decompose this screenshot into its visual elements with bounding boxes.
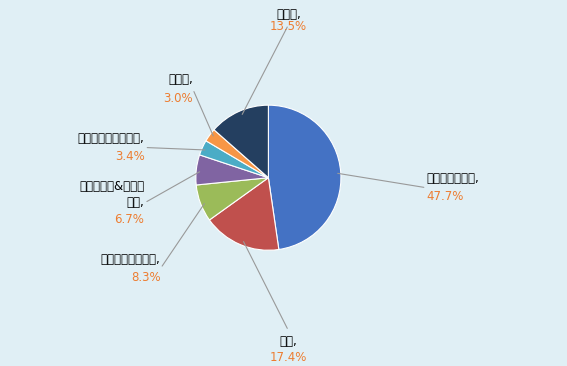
Text: 6.7%: 6.7% [115,213,145,225]
Text: 13.5%: 13.5% [270,20,307,33]
Wedge shape [268,105,341,250]
Text: 3.4%: 3.4% [115,150,145,163]
Wedge shape [196,178,268,220]
Text: 3.0%: 3.0% [163,92,193,105]
Text: タタ・モーターズ,: タタ・モーターズ, [101,253,160,266]
Wedge shape [209,178,279,250]
Text: 17.4%: 17.4% [270,351,307,364]
Text: ホンダ,: ホンダ, [168,74,193,86]
Text: マヒンドラ&マヒン: マヒンドラ&マヒン [79,180,145,193]
Text: 8.3%: 8.3% [131,271,160,284]
Text: ドラ,: ドラ, [126,197,145,209]
Wedge shape [206,130,268,178]
Text: その他,: その他, [276,8,301,20]
Wedge shape [214,105,268,178]
Text: 現代,: 現代, [280,335,298,348]
Text: 47.7%: 47.7% [426,190,464,203]
Wedge shape [196,155,268,185]
Text: トヨタ・キルロスカ,: トヨタ・キルロスカ, [78,132,145,145]
Text: マルチ・スズキ,: マルチ・スズキ, [426,172,479,185]
Wedge shape [200,141,268,178]
